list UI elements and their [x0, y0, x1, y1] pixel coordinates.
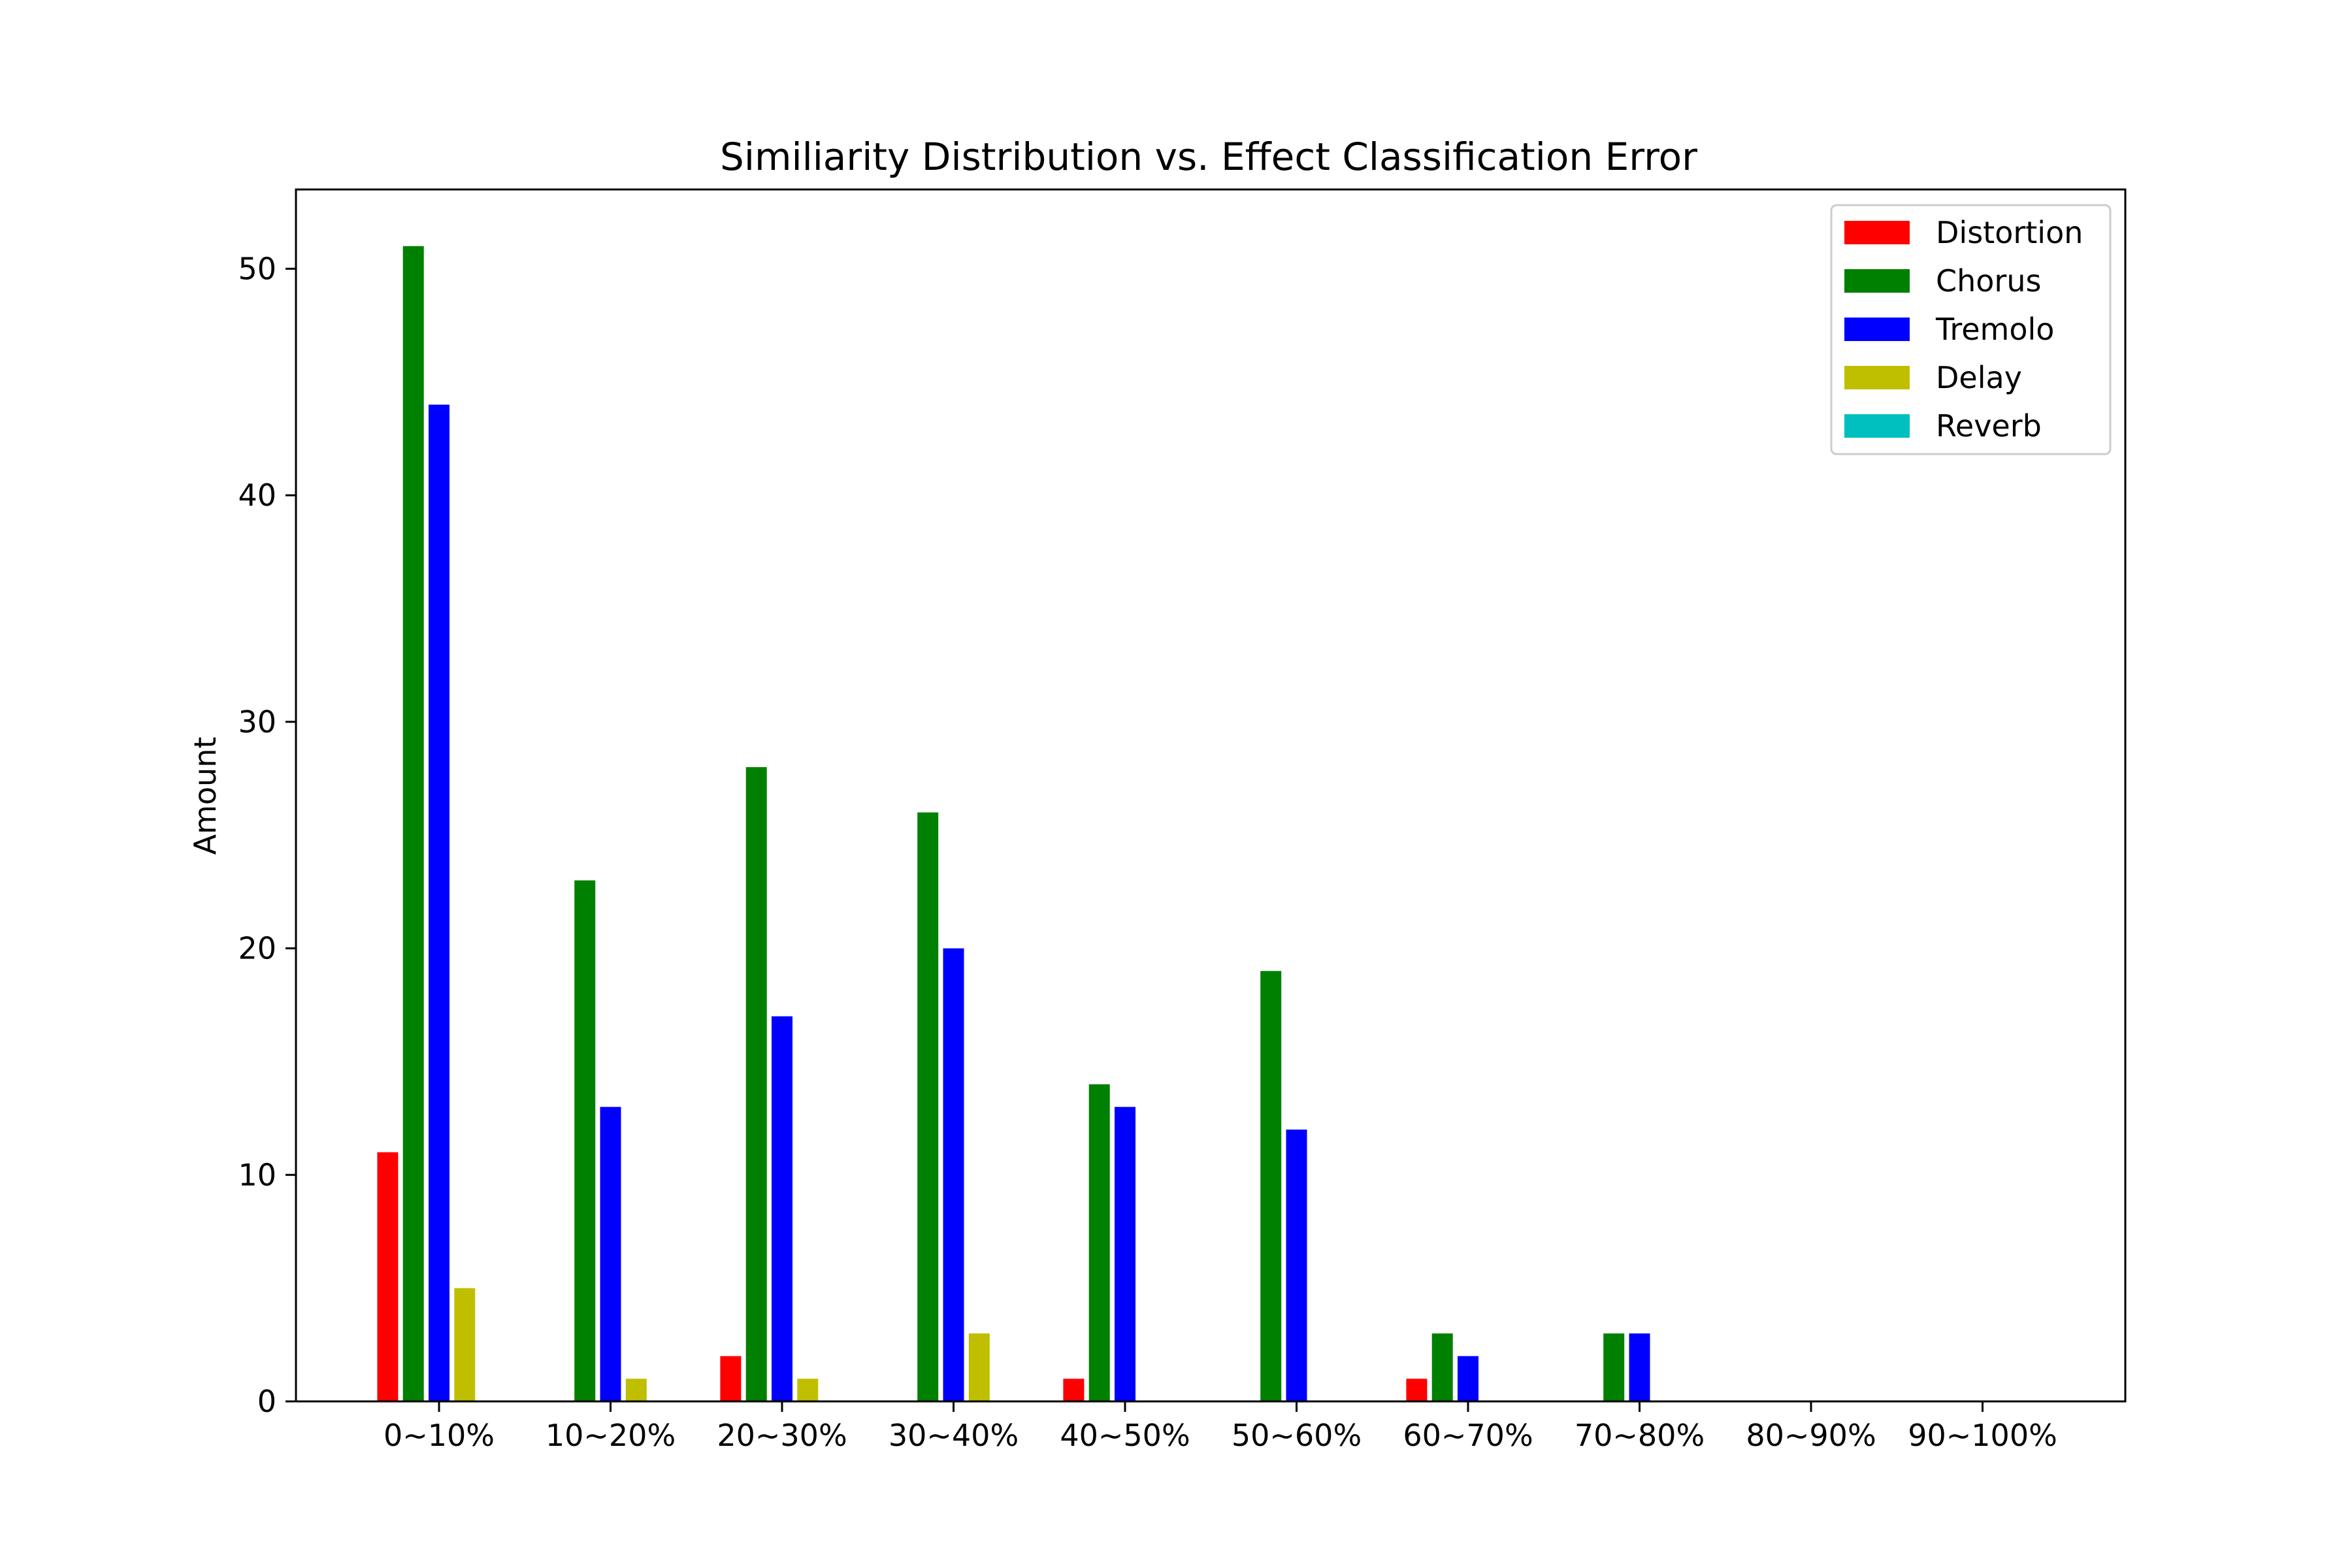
bar-chorus-5: [1260, 971, 1282, 1401]
bar-chorus-6: [1431, 1333, 1453, 1401]
x-tick-label: 50~60%: [1232, 1418, 1362, 1453]
y-tick-label: 20: [238, 931, 276, 966]
legend-swatch-tremolo: [1844, 318, 1910, 341]
bar-chorus-1: [574, 880, 596, 1401]
bar-tremolo-7: [1629, 1333, 1650, 1401]
y-tick-label: 40: [238, 478, 276, 513]
bar-distortion-2: [720, 1356, 742, 1401]
x-tick-label: 70~80%: [1575, 1418, 1705, 1453]
x-tick-label: 10~20%: [546, 1418, 676, 1453]
bar-delay-0: [454, 1288, 476, 1401]
legend-label-distortion: Distortion: [1936, 215, 2083, 250]
axis-ticks: 0 10 20 30 40 50 0~10% 10~20% 20~30% 30~40% 40~50%…: [238, 251, 2057, 1453]
bar-delay-3: [968, 1333, 990, 1401]
legend-swatch-delay: [1844, 366, 1910, 389]
legend-label-delay: Delay: [1936, 360, 2022, 395]
y-tick-label: 0: [257, 1384, 276, 1419]
bar-delay-1: [625, 1379, 647, 1401]
legend-swatch-chorus: [1844, 269, 1910, 293]
bar-chorus-7: [1603, 1333, 1625, 1401]
bar-chorus-0: [402, 246, 424, 1402]
x-tick-label: 20~30%: [717, 1418, 847, 1453]
legend-label-chorus: Chorus: [1936, 263, 2041, 299]
y-tick-label: 30: [238, 704, 276, 740]
bars-layer: [377, 246, 1650, 1402]
bar-tremolo-6: [1458, 1356, 1478, 1401]
x-tick-label: 0~10%: [384, 1418, 495, 1453]
bar-chorus-2: [745, 767, 767, 1401]
bar-distortion-0: [377, 1152, 399, 1401]
y-tick-label: 10: [238, 1157, 276, 1192]
x-tick-label: 30~40%: [889, 1418, 1019, 1453]
bar-tremolo-3: [943, 948, 964, 1401]
bar-tremolo-1: [600, 1107, 621, 1401]
bar-chorus-3: [917, 812, 939, 1401]
plot-frame: [295, 188, 2127, 1403]
legend-swatch-distortion: [1844, 221, 1910, 244]
bar-tremolo-4: [1115, 1107, 1135, 1401]
x-tick-label: 40~50%: [1060, 1418, 1190, 1453]
bar-tremolo-0: [429, 404, 449, 1401]
x-tick-label: 60~70%: [1403, 1418, 1533, 1453]
x-tick-label: 80~90%: [1746, 1418, 1876, 1453]
legend-swatch-reverb: [1844, 414, 1910, 438]
x-tick-label: 90~100%: [1908, 1418, 2057, 1453]
bar-distortion-6: [1406, 1379, 1428, 1401]
legend-frame: [1830, 204, 2112, 455]
bar-tremolo-5: [1286, 1129, 1307, 1401]
bar-tremolo-2: [772, 1016, 792, 1401]
bar-chorus-4: [1088, 1084, 1110, 1401]
legend: Distortion Chorus Tremolo Delay Reverb: [1830, 204, 2112, 455]
bar-delay-2: [797, 1379, 819, 1401]
bar-distortion-4: [1063, 1379, 1085, 1401]
y-axis-label: Amount: [188, 737, 223, 855]
chart-title: Similiarity Distribution vs. Effect Clas…: [720, 135, 1697, 179]
legend-label-tremolo: Tremolo: [1935, 312, 2054, 347]
y-tick-label: 50: [238, 251, 276, 286]
legend-label-reverb: Reverb: [1936, 408, 2042, 444]
